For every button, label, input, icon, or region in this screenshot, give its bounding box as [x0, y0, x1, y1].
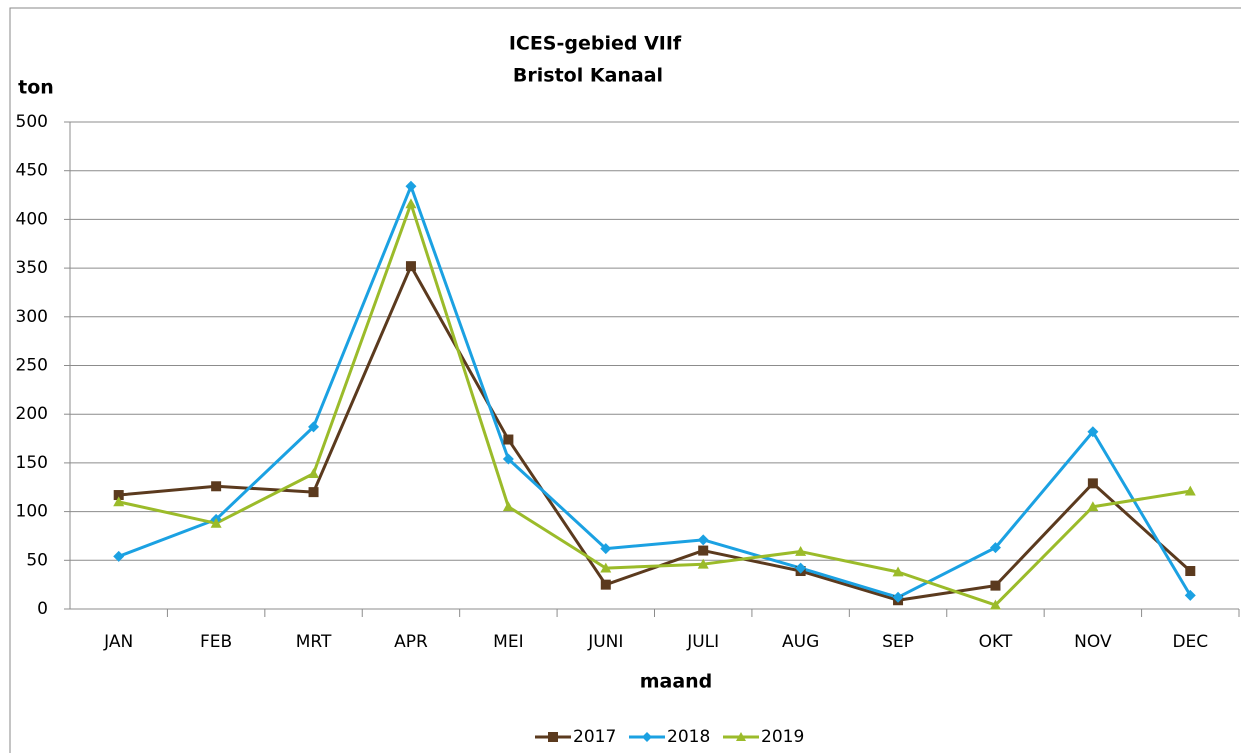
marker — [892, 566, 904, 577]
y-tick-label: 50 — [26, 550, 48, 570]
x-tick-label: JULI — [686, 632, 719, 652]
marker — [1087, 501, 1099, 512]
marker — [113, 490, 124, 501]
y-tick-label: 250 — [16, 356, 48, 376]
x-axis-label: maand — [640, 671, 713, 693]
y-axis-label: ton — [18, 77, 54, 99]
marker — [1185, 566, 1196, 577]
y-tick-label: 350 — [16, 258, 48, 278]
x-tick-label: AUG — [782, 632, 819, 652]
x-tick-label: SEP — [882, 632, 914, 652]
marker — [989, 599, 1001, 610]
marker — [1087, 426, 1099, 438]
marker — [211, 481, 222, 492]
marker — [308, 487, 319, 498]
y-tick-label: 200 — [16, 404, 48, 424]
y-tick-label: 450 — [16, 161, 48, 181]
marker — [1184, 589, 1196, 601]
y-tick-label: 0 — [37, 599, 48, 619]
marker — [1087, 478, 1098, 489]
marker — [548, 732, 558, 742]
marker — [405, 180, 417, 192]
y-tick-label: 300 — [16, 307, 48, 327]
y-tick-label: 100 — [16, 502, 48, 522]
legend-label: 2019 — [761, 727, 804, 747]
marker — [503, 434, 514, 445]
series-line — [118, 184, 1192, 599]
marker — [795, 562, 807, 574]
marker — [405, 261, 416, 272]
y-tick-label: 150 — [16, 453, 48, 473]
marker — [405, 198, 417, 209]
marker — [795, 546, 807, 556]
marker — [600, 579, 611, 590]
x-tick-label: JAN — [103, 632, 133, 652]
y-tick-label: 500 — [16, 112, 48, 132]
marker — [697, 558, 709, 569]
marker — [1184, 485, 1196, 496]
marker — [736, 732, 746, 741]
marker — [502, 453, 514, 465]
marker — [600, 562, 612, 573]
legend-label: 2017 — [573, 727, 616, 747]
chart-frame — [9, 7, 1241, 753]
marker — [989, 542, 1001, 554]
y-tick-label: 400 — [16, 209, 48, 229]
marker — [600, 543, 612, 555]
marker — [892, 591, 904, 603]
x-tick-label: FEB — [200, 632, 232, 652]
marker — [113, 496, 125, 507]
chart-title: ICES-gebied VIIf — [509, 33, 682, 55]
marker — [642, 732, 652, 742]
marker — [308, 468, 320, 479]
marker — [210, 517, 222, 528]
x-tick-label: OKT — [979, 632, 1013, 652]
marker — [698, 545, 709, 556]
marker — [697, 534, 709, 546]
series-line — [118, 202, 1191, 607]
x-tick-label: NOV — [1074, 632, 1112, 652]
marker — [308, 421, 320, 433]
marker — [502, 501, 514, 512]
marker — [990, 580, 1001, 591]
marker — [113, 550, 125, 562]
x-tick-label: JUNI — [587, 632, 623, 652]
x-tick-label: MEI — [493, 632, 523, 652]
chart-subtitle: Bristol Kanaal — [513, 65, 663, 87]
legend-label: 2018 — [667, 727, 710, 747]
series-line — [118, 264, 1192, 602]
x-tick-label: DEC — [1172, 632, 1208, 652]
x-tick-label: APR — [394, 632, 428, 652]
x-tick-label: MRT — [296, 632, 332, 652]
